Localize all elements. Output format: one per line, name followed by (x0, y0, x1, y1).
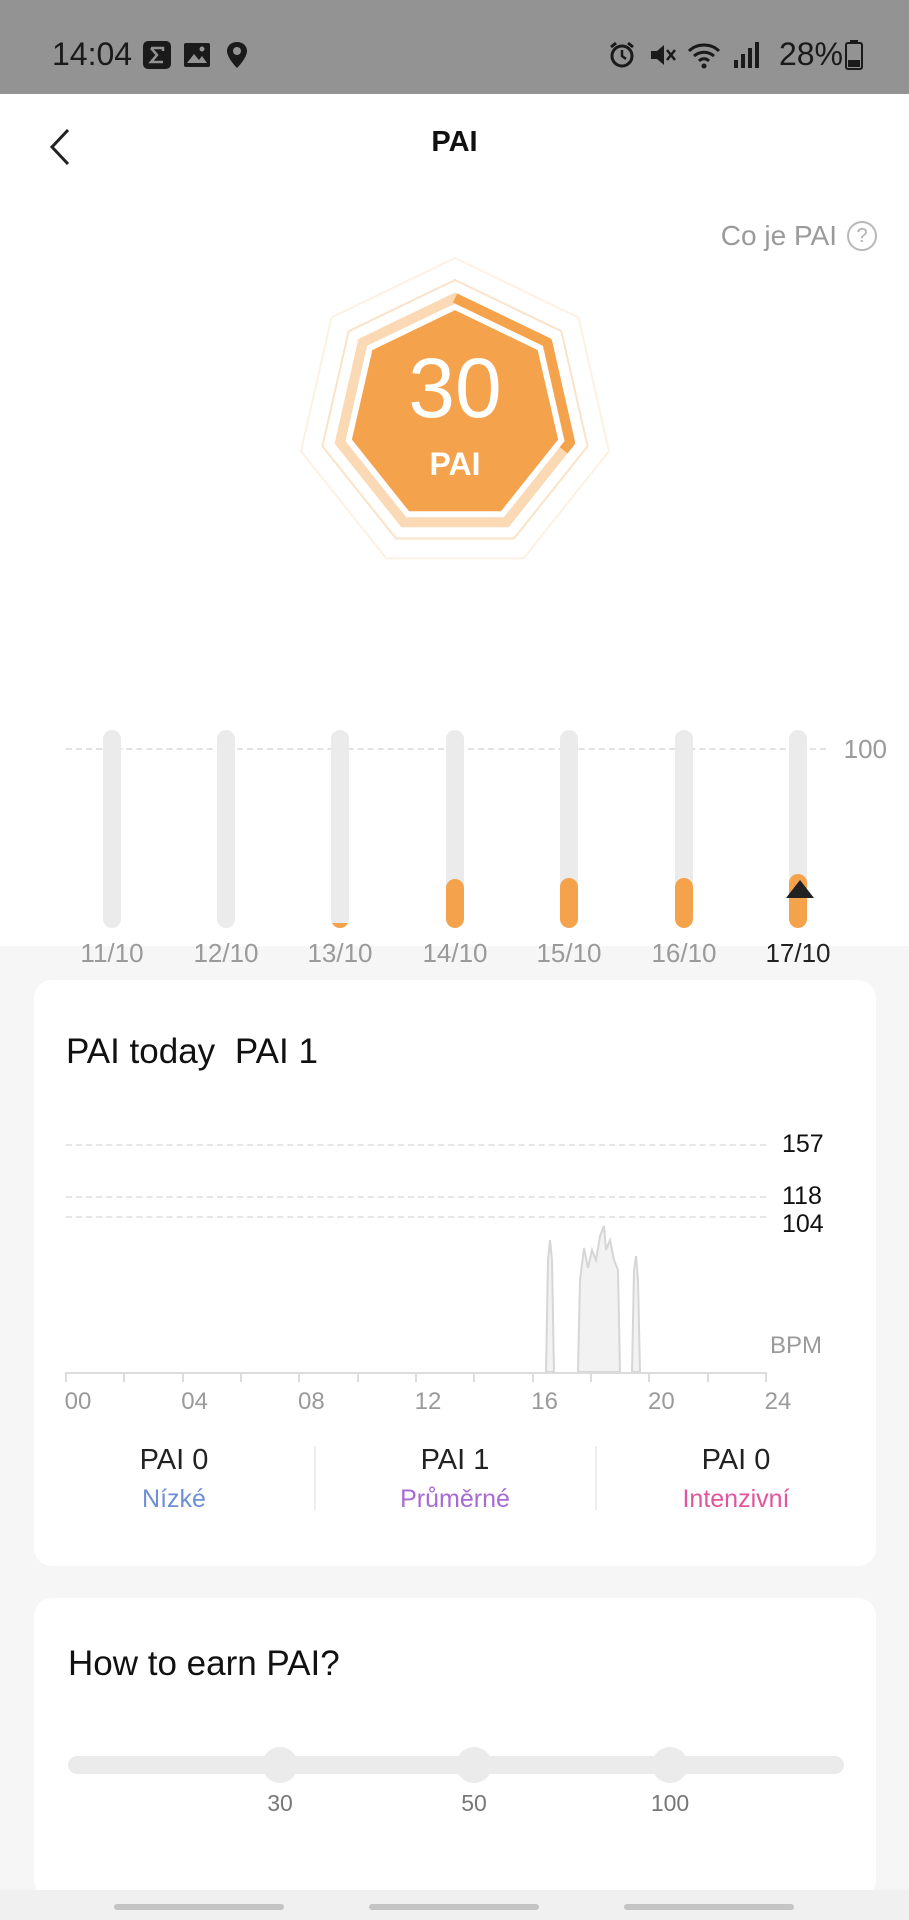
zone-low-name: Nízké (142, 1485, 206, 1513)
pai-today-card: PAI today PAI 1 157 118 104 BPM 00 04 08 12… (34, 980, 876, 1566)
earn-mark-30 (262, 1747, 298, 1783)
day-bar-15-10[interactable] (560, 730, 578, 928)
axis-label: 00 (64, 1388, 92, 1415)
day-bar-17-10[interactable] (789, 730, 807, 928)
reference-line-104 (66, 1216, 766, 1218)
earn-mark-100 (652, 1747, 688, 1783)
day-label: 12/10 (193, 938, 259, 968)
zone-low-value: PAI 0 (139, 1444, 209, 1476)
ref-label-118: 118 (782, 1182, 822, 1210)
zone-medium-name: Průměrné (400, 1485, 510, 1513)
battery-percent: 28% (778, 36, 843, 72)
pai-overview: PAI Co je PAI ? 30 PAI 100 11/10 12/10 13/… (0, 94, 909, 968)
day-bar-11-10[interactable] (103, 730, 121, 928)
reference-line-157 (66, 1144, 766, 1146)
battery-icon (845, 40, 863, 70)
zone-medium-value: PAI 1 (420, 1444, 490, 1476)
zone-medium: PAI 1 Průměrné (315, 1444, 595, 1514)
nav-back-button[interactable] (624, 1904, 794, 1910)
zone-summary: PAI 0 Nízké PAI 1 Průměrné PAI 0 Intenzi… (34, 1444, 876, 1524)
day-label: 11/10 (80, 938, 144, 968)
how-to-earn-title: How to earn PAI? (68, 1644, 340, 1683)
axis-tick (298, 1372, 301, 1382)
status-time: 14:04 (52, 36, 133, 72)
axis-tick (240, 1372, 242, 1382)
earn-label-30: 30 (267, 1790, 293, 1816)
axis-label: 16 (531, 1388, 558, 1415)
pai-score-value: 30 (408, 341, 502, 435)
axis-tick (765, 1372, 767, 1382)
header: PAI (0, 94, 909, 194)
day-bar-14-10[interactable] (446, 730, 464, 928)
axis-tick (181, 1372, 184, 1382)
earn-label-100: 100 (650, 1790, 690, 1816)
axis-tick (473, 1372, 476, 1382)
axis-tick (706, 1372, 709, 1382)
alarm-icon (610, 41, 634, 68)
day-label: 14/10 (422, 938, 488, 968)
pai-score-unit: PAI (429, 446, 481, 482)
bpm-label: BPM (770, 1332, 823, 1359)
ref-label-104: 104 (782, 1210, 824, 1238)
status-bar: 14:04 2 (0, 0, 909, 94)
heart-rate-plot (544, 1225, 642, 1372)
nav-recent-button[interactable] (114, 1904, 284, 1910)
what-is-pai-link[interactable]: Co je PAI ? (721, 220, 877, 252)
pai-today-title: PAI today PAI 1 (66, 1032, 318, 1072)
nav-home-button[interactable] (369, 1904, 539, 1910)
day-label: 13/10 (307, 938, 373, 968)
axis-tick (648, 1372, 651, 1382)
how-to-earn-card: How to earn PAI? 30 50 100 (34, 1598, 876, 1898)
day-bar-13-10[interactable] (331, 730, 349, 928)
axis-label: 08 (297, 1388, 325, 1415)
axis-label: 04 (181, 1388, 208, 1415)
axis-tick (65, 1372, 67, 1382)
day-bar-fill (331, 923, 349, 928)
axis-tick (356, 1372, 359, 1382)
day-label: 16/10 (651, 938, 717, 968)
day-label: 15/10 (536, 938, 602, 968)
earn-label-50: 50 (461, 1790, 487, 1816)
reference-label-100: 100 (843, 734, 887, 764)
pai-today-label: PAI today (66, 1032, 216, 1071)
pai-score-badge: 30 PAI (293, 254, 617, 578)
wifi-icon (687, 43, 721, 69)
zone-high: PAI 0 Intenzivní (596, 1444, 876, 1514)
weekly-pai-chart: 100 11/10 12/10 13/10 14/10 15/10 16/10 17/10 (0, 624, 909, 968)
day-bar-16-10[interactable] (675, 730, 693, 928)
axis-label: 24 (764, 1388, 792, 1415)
zone-divider (595, 1446, 597, 1510)
selected-day-marker (786, 880, 814, 898)
ref-label-157: 157 (782, 1130, 824, 1158)
axis-tick (123, 1372, 126, 1382)
zone-low: PAI 0 Nízké (34, 1444, 314, 1514)
what-is-pai-label: Co je PAI (720, 220, 837, 251)
navigation-bar (0, 1890, 909, 1920)
day-label: 17/10 (765, 938, 831, 968)
signal-icon (734, 42, 759, 68)
axis-tick (531, 1372, 534, 1382)
pai-today-value: PAI 1 (234, 1032, 318, 1071)
location-icon (227, 42, 247, 68)
page-title: PAI (431, 126, 478, 158)
gallery-icon (184, 43, 210, 67)
day-bar-12-10[interactable] (217, 730, 235, 928)
mute-icon (651, 45, 676, 65)
zone-divider (314, 1446, 316, 1510)
axis-tick (590, 1372, 592, 1382)
zone-high-name: Intenzivní (682, 1485, 790, 1513)
day-bar-fill (560, 877, 578, 928)
back-arrow-icon[interactable] (36, 122, 86, 172)
reference-line-118 (66, 1196, 766, 1198)
day-bar-fill (675, 877, 693, 928)
earn-mark-50 (456, 1747, 492, 1783)
zone-high-value: PAI 0 (701, 1444, 771, 1476)
axis-tick (415, 1372, 417, 1382)
help-icon: ? (847, 221, 877, 251)
sigma-icon (143, 41, 171, 69)
axis-label: 12 (414, 1388, 442, 1415)
day-bar-fill (446, 879, 464, 928)
axis-label: 20 (647, 1388, 675, 1415)
score-heptagon (299, 256, 611, 560)
